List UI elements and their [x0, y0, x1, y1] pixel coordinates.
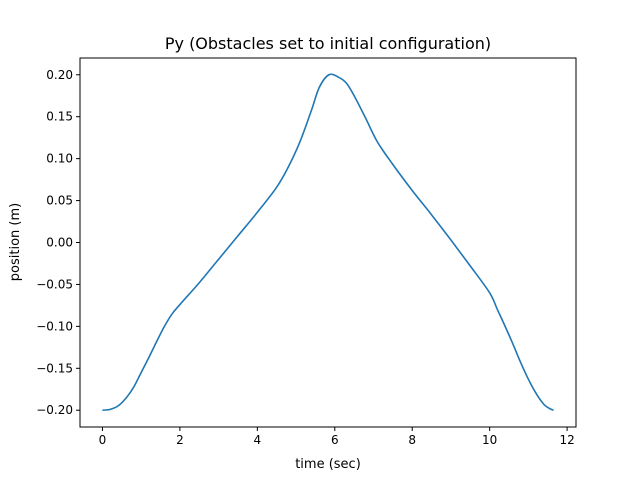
y-tick-label: 0.10	[46, 152, 73, 166]
y-tick-label: 0.05	[46, 194, 73, 208]
y-tick-label: 0.00	[46, 236, 73, 250]
y-tick-label: −0.10	[36, 319, 73, 333]
x-tick-label: 6	[331, 433, 339, 447]
x-tick-label: 8	[408, 433, 416, 447]
plot-frame	[79, 57, 577, 428]
series-line	[102, 73, 554, 412]
y-tick-label: 0.15	[46, 110, 73, 124]
chart-title: Py (Obstacles set to initial configurati…	[165, 34, 491, 53]
x-tick-label: 2	[176, 433, 184, 447]
x-tick-label: 4	[254, 433, 262, 447]
y-tick-label: −0.15	[36, 361, 73, 375]
x-axis-label: time (sec)	[295, 457, 361, 472]
x-tick-label: 10	[482, 433, 497, 447]
x-axis: 0 2 4 6 8 10 12	[99, 427, 575, 447]
x-tick-label: 0	[99, 433, 107, 447]
x-tick-label: 12	[559, 433, 574, 447]
y-tick-label: −0.05	[36, 277, 73, 291]
y-axis-label: position (m)	[8, 203, 23, 281]
y-tick-label: 0.20	[46, 68, 73, 82]
y-axis: −0.20 −0.15 −0.10 −0.05 0.00 0.05 0.10 0.15 0.20	[36, 68, 80, 417]
y-tick-label: −0.20	[36, 403, 73, 417]
